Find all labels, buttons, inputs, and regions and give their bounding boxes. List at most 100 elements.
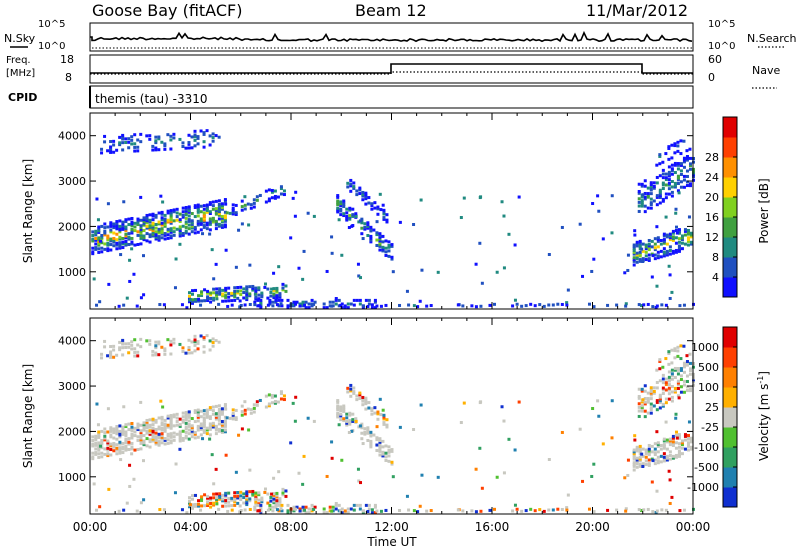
velocity-cell (381, 450, 385, 454)
velocity-cell (638, 455, 642, 459)
power-cell (352, 298, 356, 302)
power-cell (157, 238, 161, 242)
velocity-cell (248, 507, 252, 511)
velocity-cell (151, 437, 155, 441)
velocity-cell (160, 421, 164, 425)
power-cell (686, 243, 690, 247)
velocity-cell (217, 418, 221, 422)
power-cell (671, 238, 675, 242)
power-cell (470, 304, 474, 308)
power-cell (118, 235, 122, 239)
velocity-cell (336, 399, 340, 403)
power-cell (148, 224, 152, 228)
power-cell (199, 222, 203, 226)
velocity-cell (190, 351, 194, 355)
power-cell (671, 229, 675, 233)
velocity-cell (202, 425, 206, 429)
velocity-cell (208, 407, 212, 411)
velocity-cell (670, 374, 674, 378)
velocity-cell (336, 404, 340, 408)
power-cell (379, 208, 383, 212)
power-cell (280, 298, 284, 302)
velocity-cell (169, 352, 173, 356)
power-cell (405, 289, 409, 293)
power-cell (136, 138, 140, 142)
velocity-cell (118, 431, 122, 435)
velocity-cell (502, 419, 506, 423)
velocity-label-main: Velocity [m s (757, 384, 771, 461)
velocity-cell (200, 498, 204, 502)
velocity-cell (193, 420, 197, 424)
power-cell (209, 296, 213, 300)
velocity-cell (342, 409, 346, 413)
velocity-cell (387, 448, 391, 452)
velocity-cell (310, 507, 314, 511)
power-cell (172, 210, 176, 214)
velocity-cell (360, 426, 364, 430)
power-cell (91, 234, 95, 237)
velocity-cell (355, 398, 359, 402)
power-cell (373, 298, 377, 302)
velocity-cell (381, 454, 385, 458)
power-cell (671, 249, 675, 253)
power-cell (115, 243, 119, 247)
power-cell (367, 298, 371, 302)
velocity-cell (106, 448, 110, 452)
velocity-cell (166, 441, 170, 445)
nsearch-tick-bottom: 10^0 (708, 41, 735, 52)
velocity-cell (279, 397, 283, 401)
velocity-cell (641, 447, 645, 451)
power-cell (115, 220, 119, 224)
velocity-cell (364, 503, 368, 507)
power-cell (367, 302, 371, 306)
velocity-cell (121, 432, 125, 436)
power-cell (361, 198, 365, 202)
velocity-cell (209, 505, 213, 509)
velocity-cell (97, 443, 101, 447)
power-cell (234, 213, 238, 217)
velocity-plot-frame (89, 317, 694, 515)
power-cell (381, 249, 385, 253)
velocity-echo-cells (91, 334, 695, 515)
power-cell (529, 302, 533, 306)
power-cell (106, 234, 110, 238)
power-cell (294, 302, 298, 306)
power-cell (643, 210, 647, 214)
power-cell (655, 175, 659, 179)
velocity-cell (676, 367, 680, 371)
velocity-cell (676, 345, 680, 349)
velocity-cell (223, 423, 227, 427)
velocity-cell (174, 462, 178, 466)
power-cell (124, 225, 128, 229)
velocity-cell (667, 388, 671, 392)
velocity-cell (160, 437, 164, 441)
power-cell (191, 300, 195, 304)
power-cell (346, 306, 350, 310)
power-cell (375, 220, 379, 224)
power-cell (677, 248, 681, 252)
power-cell (275, 290, 279, 294)
power-cell (677, 237, 681, 241)
power-cell (112, 143, 116, 147)
power-cell (199, 221, 203, 225)
power-cell (649, 184, 653, 188)
velocity-cell (124, 345, 128, 349)
power-cell (266, 296, 270, 300)
colorbar-tick-label: 4 (712, 271, 719, 284)
velocity-cell (349, 507, 353, 511)
velocity-cell (664, 383, 668, 387)
power-cell (624, 302, 628, 306)
velocity-cell (671, 434, 675, 438)
power-cell (502, 266, 506, 270)
velocity-cell (151, 423, 155, 427)
velocity-cell (133, 430, 137, 434)
power-cell (310, 302, 314, 306)
power-cell (187, 300, 191, 304)
velocity-cell (581, 479, 585, 483)
velocity-cell (172, 415, 176, 419)
velocity-cell (169, 439, 173, 443)
power-cell (252, 205, 256, 209)
velocity-cell (349, 389, 353, 393)
power-cell (655, 194, 659, 198)
power-cell (233, 291, 237, 295)
